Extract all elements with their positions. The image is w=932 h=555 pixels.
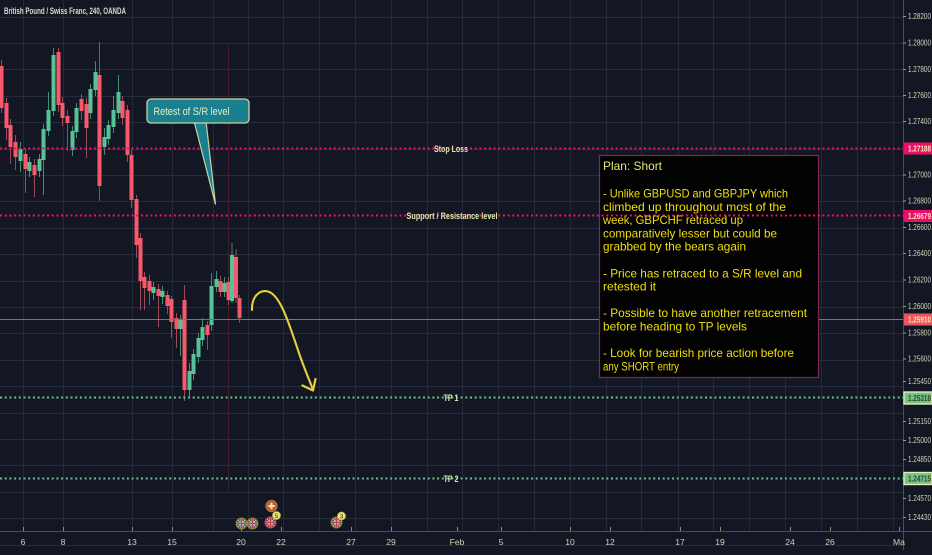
svg-text:5: 5	[499, 537, 504, 547]
svg-text:12: 12	[605, 537, 615, 547]
svg-text:1.25318: 1.25318	[908, 393, 931, 403]
svg-text:1.25910: 1.25910	[908, 315, 931, 325]
svg-text:- Price has retraced to a S/R: - Price has retraced to a S/R level and	[603, 267, 802, 280]
svg-text:17: 17	[675, 537, 685, 547]
svg-text:TP 2: TP 2	[444, 474, 459, 485]
svg-text:1.26600: 1.26600	[908, 222, 931, 232]
svg-text:19: 19	[715, 537, 725, 547]
svg-text:- Possible to have another ret: - Possible to have another retracement	[603, 307, 808, 320]
svg-text:1.26000: 1.26000	[908, 301, 931, 311]
svg-text:1.26400: 1.26400	[908, 248, 931, 258]
svg-text:comparatively lesser but could: comparatively lesser but could be	[603, 227, 777, 240]
svg-text:- Unlike GBPUSD and GBPJPY whi: - Unlike GBPUSD and GBPJPY which	[603, 188, 788, 201]
svg-text:1.26679: 1.26679	[908, 211, 931, 221]
svg-text:week, GBPCHF retraced up: week, GBPCHF retraced up	[602, 214, 743, 227]
svg-text:TP 1: TP 1	[444, 393, 460, 404]
svg-text:British Pound / Swiss Franc, 2: British Pound / Swiss Franc, 240, OANDA	[4, 6, 126, 17]
svg-text:- Look for bearish price actio: - Look for bearish price action before	[603, 347, 794, 360]
svg-text:climbed up throughout most of: climbed up throughout most of the	[603, 201, 786, 214]
svg-text:15: 15	[167, 537, 177, 547]
svg-text:1.26200: 1.26200	[908, 275, 931, 285]
svg-text:retested it: retested it	[603, 281, 657, 294]
svg-text:before heading to TP levels: before heading to TP levels	[603, 321, 747, 334]
svg-text:20: 20	[236, 537, 246, 547]
svg-text:Support / Resistance level: Support / Resistance level	[407, 211, 498, 222]
svg-text:1.28000: 1.28000	[908, 38, 931, 48]
svg-text:1.26800: 1.26800	[908, 196, 931, 206]
svg-text:Retest of S/R level: Retest of S/R level	[154, 106, 230, 118]
svg-text:26: 26	[825, 537, 835, 547]
svg-text:1.27600: 1.27600	[908, 90, 931, 100]
svg-text:1.24850: 1.24850	[908, 454, 931, 464]
svg-text:6: 6	[21, 537, 26, 547]
svg-text:1.25450: 1.25450	[908, 376, 931, 386]
svg-text:1.27400: 1.27400	[908, 116, 931, 126]
svg-text:1.25000: 1.25000	[908, 435, 931, 445]
svg-text:10: 10	[565, 537, 575, 547]
svg-text:22: 22	[276, 537, 286, 547]
svg-text:1.27800: 1.27800	[908, 64, 931, 74]
svg-text:1.27000: 1.27000	[908, 170, 931, 180]
svg-text:3: 3	[340, 513, 344, 520]
svg-text:1.24430: 1.24430	[908, 512, 931, 522]
svg-text:1.24715: 1.24715	[908, 474, 931, 484]
svg-text:Feb: Feb	[450, 537, 465, 547]
svg-text:1.25800: 1.25800	[908, 328, 931, 338]
svg-text:5: 5	[275, 513, 279, 520]
svg-text:1.25150: 1.25150	[908, 416, 931, 426]
svg-text:8: 8	[61, 537, 66, 547]
svg-text:grabbed by the bears again: grabbed by the bears again	[603, 241, 746, 254]
svg-text:29: 29	[386, 537, 396, 547]
svg-text:24: 24	[785, 537, 795, 547]
svg-text:Plan: Short: Plan: Short	[603, 160, 663, 173]
svg-text:1.28200: 1.28200	[908, 11, 931, 21]
svg-text:Stop Loss: Stop Loss	[434, 144, 468, 155]
svg-text:13: 13	[127, 537, 137, 547]
svg-text:27: 27	[346, 537, 356, 547]
svg-text:any SHORT entry: any SHORT entry	[603, 360, 679, 373]
svg-text:1.27188: 1.27188	[908, 144, 931, 154]
svg-text:1.25600: 1.25600	[908, 354, 931, 364]
svg-text:1.24570: 1.24570	[908, 493, 931, 503]
svg-text:Ma: Ma	[893, 537, 905, 547]
